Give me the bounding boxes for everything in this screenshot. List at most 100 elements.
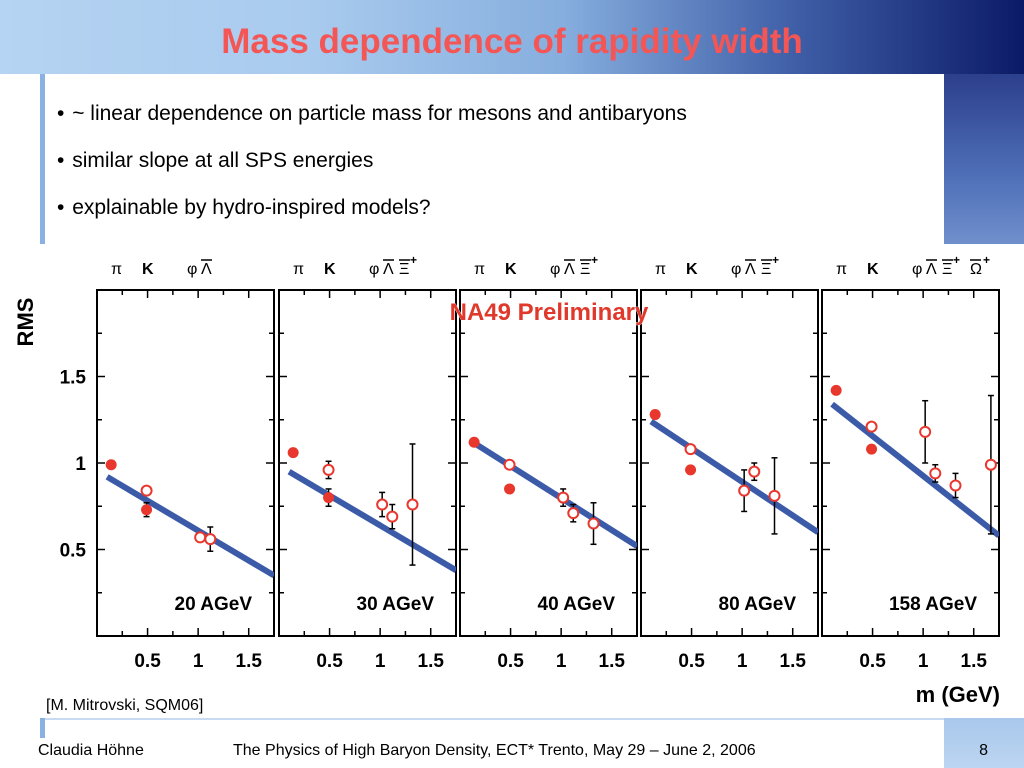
- x-tick-label: 1: [737, 651, 748, 672]
- x-tick-label: 1: [375, 651, 386, 672]
- data-point-open: [949, 479, 962, 492]
- data-point-open: [684, 443, 697, 456]
- data-point-open: [567, 507, 580, 520]
- energy-label: 40 AGeV: [538, 594, 616, 615]
- panel-frame: [640, 289, 819, 637]
- citation: [M. Mitrovski, SQM06]: [46, 697, 204, 714]
- particle-label: π: [655, 261, 666, 278]
- bullet-marker: •: [57, 102, 65, 125]
- particle-label: φ: [550, 261, 560, 278]
- particle-label: K: [686, 261, 698, 278]
- slide-title: Mass dependence of rapidity width: [221, 22, 803, 61]
- energy-label: 30 AGeV: [357, 594, 435, 615]
- y-tick-label: 1: [75, 454, 86, 475]
- energy-label: 20 AGeV: [175, 594, 253, 615]
- footer-left-bar: [40, 718, 45, 738]
- data-point-open: [587, 517, 600, 530]
- bullet-item: • ~ linear dependence on particle mass f…: [57, 102, 687, 149]
- particle-label: +: [953, 253, 960, 267]
- particle-label: Ξ: [761, 261, 771, 278]
- bullet-list: • ~ linear dependence on particle mass f…: [57, 102, 687, 243]
- footer-conference: The Physics of High Baryon Density, ECT*…: [233, 742, 756, 759]
- data-point-open: [865, 420, 878, 433]
- energy-label: 158 AGeV: [889, 594, 977, 615]
- data-point-filled: [468, 436, 480, 448]
- data-point-open: [140, 484, 153, 497]
- bullet-item: • similar slope at all SPS energies: [57, 149, 687, 196]
- data-point-open: [748, 465, 761, 478]
- data-point-open: [322, 463, 335, 476]
- fit-line: [468, 437, 637, 549]
- particle-label: K: [142, 261, 154, 278]
- data-point-filled: [504, 483, 516, 495]
- header-bar: [0, 0, 1024, 74]
- x-tick-label: 1: [556, 651, 567, 672]
- footer-author: Claudia Höhne: [38, 742, 144, 759]
- x-axis-label: m (GeV): [916, 682, 1000, 707]
- x-tick-label: 0.5: [497, 651, 524, 672]
- x-tick-label: 1.5: [599, 651, 626, 672]
- bullet-text: ~ linear dependence on particle mass for…: [72, 102, 687, 125]
- x-tick-label: 1.5: [780, 651, 807, 672]
- particle-label: φ: [187, 261, 197, 278]
- particle-label: +: [410, 253, 417, 267]
- particle-label: Λ: [564, 261, 575, 278]
- particle-label: π: [836, 261, 847, 278]
- particle-label: +: [591, 253, 598, 267]
- data-point-filled: [323, 492, 335, 504]
- data-point-open: [503, 458, 516, 471]
- data-point-filled: [105, 459, 117, 471]
- fit-line: [649, 418, 818, 535]
- x-tick-label: 1: [193, 651, 204, 672]
- data-point-filled: [866, 443, 878, 455]
- watermark-text: NA49 Preliminary: [450, 299, 649, 326]
- data-point-filled: [830, 384, 842, 396]
- data-point-filled: [685, 464, 697, 476]
- particle-label: π: [293, 261, 304, 278]
- data-point-open: [386, 510, 399, 523]
- left-decor-bar: [40, 74, 45, 244]
- x-tick-label: 1.5: [961, 651, 988, 672]
- particle-label: Ξ: [942, 261, 952, 278]
- page-number-box: 8: [944, 718, 1024, 768]
- x-tick-label: 0.5: [134, 651, 161, 672]
- particle-label: π: [111, 261, 122, 278]
- particle-label: K: [867, 261, 879, 278]
- bullet-text: explainable by hydro-inspired models?: [72, 196, 431, 219]
- bullet-text: similar slope at all SPS energies: [72, 149, 374, 172]
- particle-label: Ξ: [399, 261, 409, 278]
- y-tick-label: 1.5: [60, 368, 87, 389]
- particle-label: Λ: [745, 261, 756, 278]
- x-tick-label: 1: [918, 651, 929, 672]
- data-point-open: [376, 498, 389, 511]
- bullet-marker: •: [57, 149, 65, 172]
- particle-label: φ: [369, 261, 379, 278]
- data-point-filled: [649, 409, 661, 421]
- data-point-open: [738, 484, 751, 497]
- data-point-open: [768, 489, 781, 502]
- data-point-open: [929, 467, 942, 480]
- panel-frame: [96, 289, 275, 637]
- fit-line: [105, 474, 274, 579]
- particle-label: φ: [731, 261, 741, 278]
- particle-label: Λ: [383, 261, 394, 278]
- x-tick-label: 0.5: [316, 651, 343, 672]
- panel-frame: [278, 289, 457, 637]
- data-point-open: [204, 533, 217, 546]
- bullet-item: • explainable by hydro-inspired models?: [57, 196, 687, 243]
- particle-label: +: [772, 253, 779, 267]
- x-tick-label: 0.5: [678, 651, 705, 672]
- data-point-open: [194, 531, 207, 544]
- data-point-open: [557, 491, 570, 504]
- energy-label: 80 AGeV: [719, 594, 797, 615]
- x-tick-label: 1.5: [236, 651, 263, 672]
- data-point-open: [984, 458, 997, 471]
- data-point-filled: [141, 504, 153, 516]
- particle-label: Ξ: [580, 261, 590, 278]
- right-decor-band: [944, 74, 1024, 244]
